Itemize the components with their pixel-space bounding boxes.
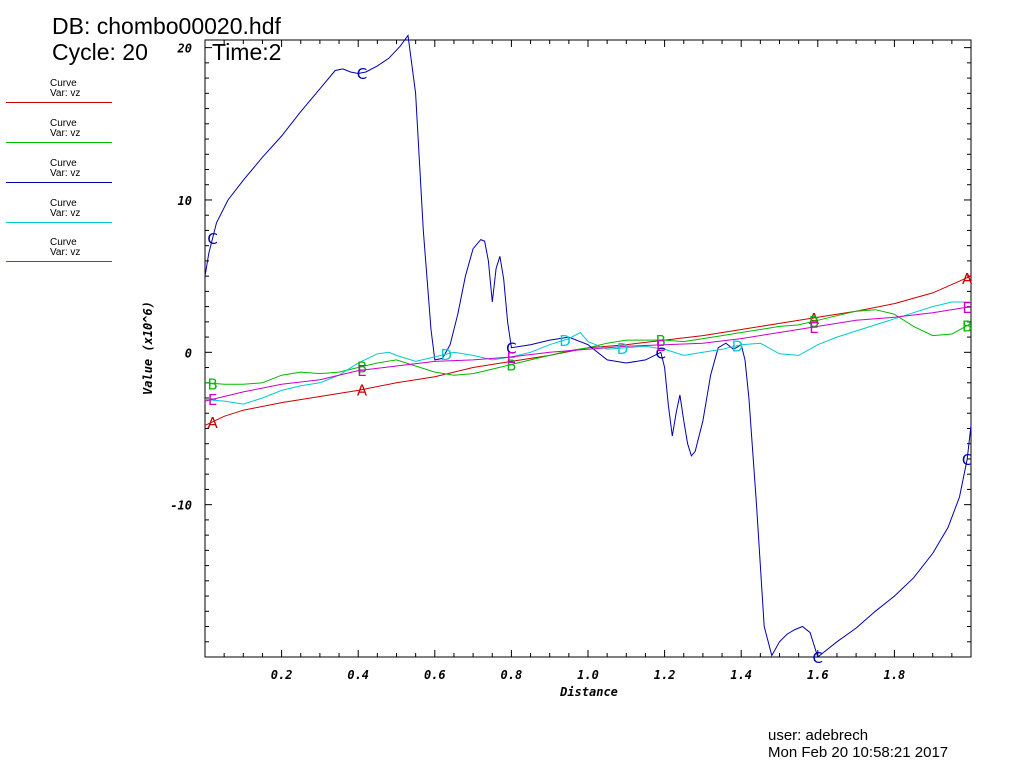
series-marker-b: B: [208, 375, 218, 393]
series-marker-e: E: [208, 391, 217, 409]
series-marker-b: B: [506, 356, 516, 374]
legend-swatch: [6, 182, 112, 183]
series-marker-d: D: [559, 332, 571, 350]
series-marker-c: C: [962, 451, 972, 469]
x-tick-label: 0.4: [347, 668, 369, 682]
series-marker-e: E: [809, 319, 818, 337]
x-tick-labels: 0.2 0.4 0.6 0.8 1.0 1.2 1.4 1.6 1.8: [271, 668, 905, 682]
legend-swatch: [6, 261, 112, 262]
user-label: user: adebrech: [768, 727, 869, 744]
y-tick-label: 0: [185, 346, 192, 360]
series-marker-d: D: [732, 338, 744, 356]
y-tick-label: 20: [177, 42, 192, 56]
x-axis-title: Distance: [559, 685, 618, 699]
legend-label: Curve: [50, 78, 77, 89]
x-tick-label: 1.4: [730, 668, 752, 682]
axis-ticks: [205, 40, 971, 657]
series-marker-d: D: [441, 346, 453, 364]
x-tick-label: 0.6: [424, 668, 446, 682]
series-marker-c: C: [656, 344, 666, 362]
series-marker-e: E: [656, 337, 665, 355]
series-line-d: [204, 301, 971, 405]
series-line-e: [204, 306, 972, 402]
series-marker-e: E: [962, 299, 971, 317]
y-tick-labels: 20 10 0 -10: [170, 42, 192, 513]
y-axis-title: Value (x10^6): [141, 301, 155, 395]
x-tick-label: 1.2: [654, 668, 676, 682]
y-tick-label: 10: [178, 194, 192, 208]
cycle-label: Cycle: 20: [52, 39, 148, 65]
series-marker-b: B: [962, 317, 972, 335]
legend-var: Var: vz: [50, 247, 81, 258]
plot-frame: [204, 39, 972, 658]
series-marker-a: A: [208, 414, 219, 432]
legend-label: Curve: [50, 237, 77, 248]
series-marker-a: A: [357, 382, 368, 400]
series-marker-c: C: [207, 230, 217, 248]
series-marker-b: B: [656, 332, 666, 350]
legend-swatch: [6, 222, 112, 223]
x-tick-label: 0.2: [271, 668, 293, 682]
legend-label: Curve: [50, 158, 77, 169]
series-marker-c: C: [357, 65, 367, 83]
series-marker-b: B: [357, 359, 367, 377]
legend-item-b: Curve Var: vz: [6, 119, 112, 143]
x-tick-label: 1.8: [884, 668, 906, 682]
legend-label: Curve: [50, 198, 77, 209]
legend-item-d: Curve Var: vz: [6, 199, 112, 223]
legend-item-c: Curve Var: vz: [6, 159, 112, 183]
legend-swatch: [6, 102, 112, 103]
legend-swatch: [6, 142, 112, 143]
series-marker-b: B: [809, 313, 819, 331]
legend-label: Curve: [50, 118, 77, 129]
legend-item-a: Curve Var: vz: [6, 79, 112, 103]
x-tick-label: 1.0: [577, 668, 599, 682]
x-tick-label: 1.6: [807, 668, 829, 682]
series-marker-d: D: [617, 340, 629, 358]
time-label: Time:2: [212, 39, 282, 65]
series-marker-e: E: [507, 349, 516, 367]
series-line-b: [204, 309, 972, 385]
legend-item-e: Curve Var: vz: [6, 238, 112, 262]
series-marker-c: C: [506, 340, 516, 358]
legend-var: Var: vz: [50, 88, 81, 99]
series-marker-a: A: [809, 310, 820, 328]
series-marker-c: C: [813, 649, 823, 667]
series-group: [204, 34, 972, 658]
legend-var: Var: vz: [50, 128, 81, 139]
series-line-a: [204, 275, 972, 426]
legend-var: Var: vz: [50, 168, 81, 179]
series-marker-e: E: [357, 362, 366, 380]
y-tick-label: -10: [170, 499, 192, 513]
timestamp-label: Mon Feb 20 10:58:21 2017: [768, 744, 949, 761]
series-marker-a: A: [962, 270, 973, 288]
legend-var: Var: vz: [50, 208, 81, 219]
series-line-c: [204, 34, 972, 658]
database-title: DB: chombo00020.hdf: [52, 13, 281, 39]
x-tick-label: 0.8: [501, 668, 523, 682]
